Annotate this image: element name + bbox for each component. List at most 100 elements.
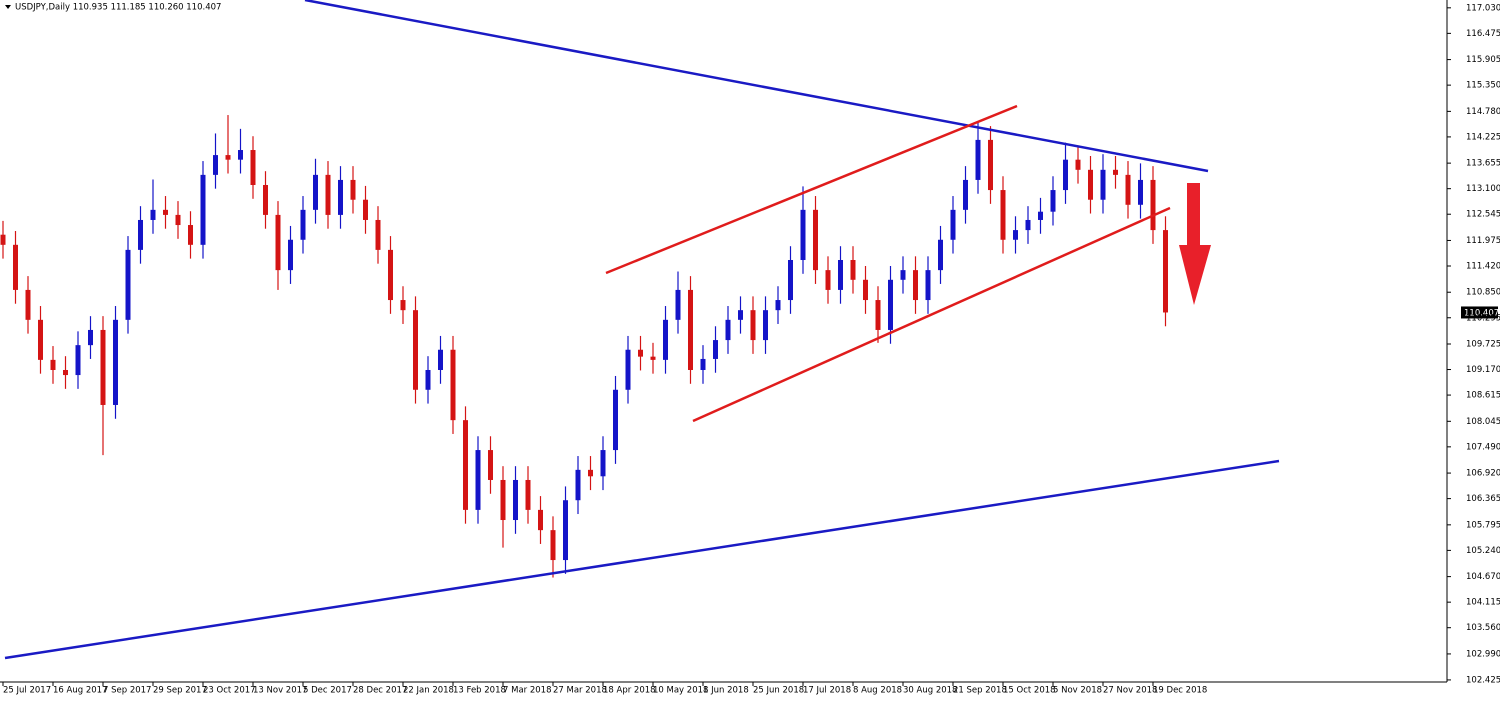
x-tick-label: 17 Jul 2018	[803, 686, 851, 696]
candle-body	[888, 279, 893, 330]
candle-body	[413, 310, 418, 390]
y-tick-label: 115.905	[1466, 55, 1500, 65]
candle-body	[400, 300, 406, 311]
candle-body	[600, 450, 606, 477]
x-tick-label: 19 Dec 2018	[1153, 686, 1207, 696]
candle-body	[288, 239, 293, 271]
x-tick-label: 7 Sep 2017	[103, 686, 151, 696]
candle-body	[938, 239, 943, 271]
y-tick-label: 106.920	[1466, 469, 1500, 479]
candle-body	[63, 369, 68, 376]
x-tick-label: 5 Dec 2017	[303, 686, 352, 696]
x-tick-label: 27 Mar 2018	[553, 686, 607, 696]
candle-body	[488, 450, 493, 480]
candle-body	[688, 289, 693, 370]
candle-body	[300, 209, 306, 240]
y-tick-label: 115.350	[1466, 81, 1500, 91]
x-tick-label: 22 Jan 2018	[403, 686, 454, 696]
menu-triangle[interactable]	[5, 5, 11, 9]
lower-red-channel	[692, 206, 1171, 423]
candle-body	[75, 345, 81, 376]
candle-body	[450, 349, 456, 421]
x-tick-label: 13 Nov 2017	[253, 686, 307, 696]
candle-body	[725, 319, 731, 341]
x-tick-label: 8 Aug 2018	[853, 686, 902, 696]
candle-body	[988, 139, 993, 191]
candle-body	[425, 369, 431, 390]
candle-body	[663, 319, 668, 360]
candle-body	[550, 530, 556, 561]
candle-body	[263, 184, 268, 215]
candle-body	[213, 155, 218, 175]
x-tick-label: 16 Aug 2017	[53, 686, 107, 696]
candle-body	[100, 329, 106, 405]
candle-body	[825, 270, 831, 290]
down-arrow	[1179, 183, 1211, 305]
candle-body	[788, 260, 793, 301]
candle-body	[1075, 159, 1081, 170]
candle-body	[675, 289, 681, 320]
y-tick-label: 104.115	[1466, 598, 1500, 608]
y-tick-label: 114.780	[1466, 107, 1500, 117]
candle-body	[188, 225, 193, 245]
candle-body	[88, 329, 93, 346]
y-tick-label: 111.975	[1466, 236, 1500, 246]
candle-body	[850, 260, 856, 280]
candle-body	[538, 509, 543, 531]
x-tick-label: 30 Aug 2018	[903, 686, 957, 696]
y-tick-label: 110.295	[1466, 313, 1500, 323]
y-tick-label: 106.365	[1466, 494, 1500, 504]
y-tick-label: 109.725	[1466, 339, 1500, 349]
current-price-label: 110.407	[1464, 308, 1499, 318]
candle-body	[13, 244, 18, 290]
candle-body	[1000, 190, 1006, 240]
upper-blue-trendline	[304, 0, 1209, 173]
candle-body	[1100, 169, 1106, 200]
candle-body	[575, 469, 581, 501]
candle-body	[775, 300, 781, 311]
candle-body	[713, 340, 718, 359]
candle-body	[1038, 211, 1043, 220]
candle-body	[913, 270, 918, 301]
candle-body	[863, 279, 868, 301]
candle-body	[388, 249, 393, 301]
candle-body	[238, 150, 243, 160]
candle-body	[1050, 190, 1056, 212]
x-tick-label: 28 Dec 2017	[353, 686, 407, 696]
candle-body	[313, 174, 318, 210]
candle-body	[463, 420, 468, 510]
candle-body	[38, 319, 43, 360]
candle-body	[1163, 230, 1168, 313]
candle-body	[588, 469, 593, 477]
drawings	[4, 0, 1280, 660]
candle-body	[250, 150, 256, 185]
candle-body	[1013, 230, 1018, 240]
price-tag-group: 110.407	[1461, 306, 1499, 319]
x-tick-label: 15 Oct 2018	[1003, 686, 1056, 696]
candle-body	[700, 358, 706, 370]
candle-body	[838, 260, 843, 290]
y-tick-label: 113.655	[1466, 159, 1500, 169]
x-tick-label: 18 Apr 2018	[603, 686, 656, 696]
candle-body	[1138, 179, 1143, 205]
candle-body	[900, 270, 906, 280]
y-tick-label: 105.240	[1466, 546, 1500, 556]
candle-body	[275, 214, 281, 271]
x-tick-label: 25 Jun 2018	[753, 686, 804, 696]
x-tick-label: 27 Nov 2018	[1103, 686, 1157, 696]
symbol-header: USDJPY,Daily 110.935 111.185 110.260 110…	[15, 3, 221, 13]
candle-body	[813, 209, 818, 271]
y-tick-label: 108.615	[1466, 391, 1500, 401]
y-tick-label: 113.100	[1466, 184, 1500, 194]
candle-body	[150, 209, 156, 220]
y-tick-label: 110.850	[1466, 288, 1500, 298]
y-tick-label: 108.045	[1466, 417, 1500, 427]
x-tick-label: 29 Sep 2017	[153, 686, 207, 696]
candle-body	[175, 214, 181, 226]
candle-body	[0, 234, 6, 245]
candle-body	[513, 479, 518, 521]
y-tick-label: 117.030	[1466, 3, 1500, 13]
